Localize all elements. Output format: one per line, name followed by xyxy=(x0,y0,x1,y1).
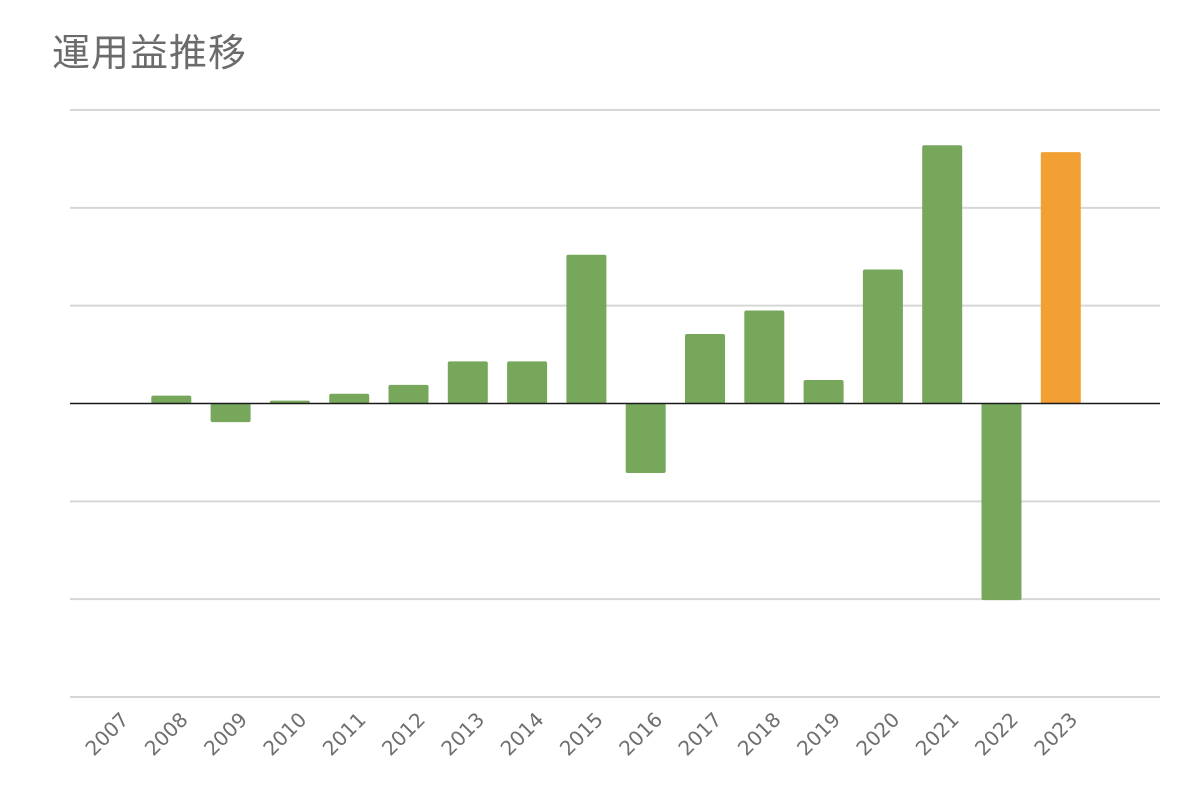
x-tick-label: 2014 xyxy=(496,707,549,760)
x-tick-label: 2010 xyxy=(258,707,311,760)
bar-2020 xyxy=(862,269,903,404)
bars xyxy=(151,145,1081,601)
x-tick-label: 2008 xyxy=(140,707,193,760)
bar-2022 xyxy=(981,403,1022,601)
bar-2014 xyxy=(507,361,548,404)
x-tick-label: 2009 xyxy=(199,707,252,760)
x-tick-label: 2020 xyxy=(851,707,904,760)
bar-2015 xyxy=(566,254,607,404)
x-tick-label: 2022 xyxy=(970,707,1023,760)
x-tick-label: 2011 xyxy=(318,707,371,760)
bar-2021 xyxy=(922,145,963,404)
x-tick-label: 2021 xyxy=(911,707,964,760)
bar-2019 xyxy=(803,380,844,404)
x-tick-label: 2018 xyxy=(733,707,786,760)
x-tick-label: 2019 xyxy=(792,707,845,760)
x-tick-label: 2013 xyxy=(436,707,489,760)
x-tick-label: 2017 xyxy=(673,707,726,760)
bar-2011 xyxy=(329,393,370,404)
gridlines xyxy=(70,109,1160,698)
bar-2023 xyxy=(1040,152,1081,404)
bar-2016 xyxy=(625,403,666,473)
bar-2012 xyxy=(388,384,429,404)
chart-title: 運用益推移 xyxy=(52,31,248,75)
x-tick-label: 2023 xyxy=(1029,707,1082,760)
bar-2009 xyxy=(210,403,251,423)
x-tick-label: 2015 xyxy=(555,707,608,760)
x-tick-labels: 2007 2008 2009 2010 2011 2012 2013 2014 2015 2016… xyxy=(80,707,1082,760)
bar-2013 xyxy=(447,361,488,404)
bar-2018 xyxy=(744,310,785,404)
bar-2008 xyxy=(151,395,192,404)
bar-2017 xyxy=(685,334,725,404)
x-tick-label: 2007 xyxy=(80,707,133,760)
x-tick-label: 2016 xyxy=(614,707,667,760)
x-tick-label: 2012 xyxy=(377,707,430,760)
